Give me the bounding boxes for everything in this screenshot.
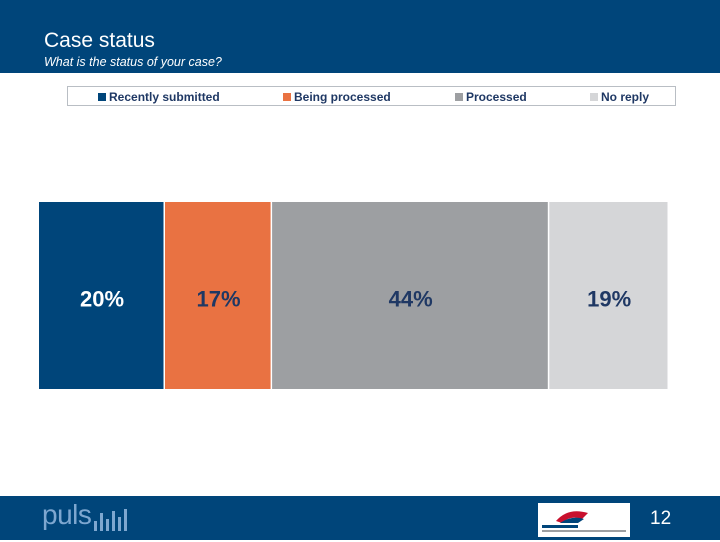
puls-logo: puls [42, 499, 130, 531]
page-subtitle: What is the status of your case? [44, 55, 222, 69]
chart-legend: Recently submitted Being processed Proce… [67, 86, 676, 106]
legend-label: No reply [601, 90, 650, 104]
data-label-4: 19% [587, 287, 631, 312]
legend-swatch [98, 93, 106, 101]
legend-label: Recently submitted [109, 90, 220, 104]
data-label-2: 17% [197, 287, 241, 312]
bar-segment-1 [39, 202, 164, 389]
puls-logo-text: puls [42, 499, 92, 530]
legend-item-processed: Processed [455, 89, 527, 105]
bar-segment-4 [549, 202, 668, 389]
bar-segment-3 [272, 202, 548, 389]
bar-segment-2 [165, 202, 271, 389]
data-label-3: 44% [389, 287, 433, 312]
puls-logo-bars-icon [94, 509, 130, 531]
data-label-1: 20% [80, 287, 124, 312]
header-bar [0, 0, 720, 73]
page-number: 12 [650, 508, 672, 529]
legend-item-being-processed: Being processed [283, 89, 391, 105]
legend-label: Processed [466, 90, 527, 104]
legend-item-recently-submitted: Recently submitted [98, 89, 220, 105]
partner-logo-icon [542, 511, 626, 532]
partner-logo [538, 503, 630, 537]
page-title: Case status [44, 29, 155, 52]
legend-swatch [283, 93, 291, 101]
legend-swatch [590, 93, 598, 101]
legend-swatch [455, 93, 463, 101]
stacked-bar-chart: 20% 17% 44% 19% [39, 202, 668, 389]
legend-item-no-reply: No reply [590, 89, 649, 105]
legend-label: Being processed [294, 90, 391, 104]
